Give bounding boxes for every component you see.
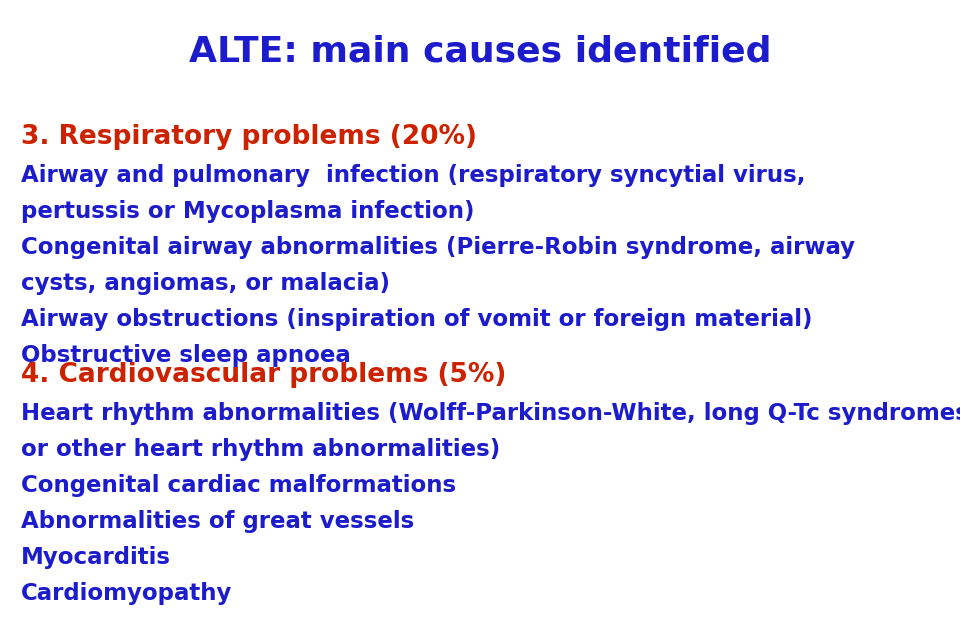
Text: pertussis or Mycoplasma infection): pertussis or Mycoplasma infection) bbox=[21, 200, 474, 223]
Text: Airway obstructions (inspiration of vomit or foreign material): Airway obstructions (inspiration of vomi… bbox=[21, 308, 812, 331]
Text: Cardiomyopathy: Cardiomyopathy bbox=[21, 582, 232, 605]
Text: cysts, angiomas, or malacia): cysts, angiomas, or malacia) bbox=[21, 272, 390, 295]
Text: ALTE: main causes identified: ALTE: main causes identified bbox=[189, 34, 771, 68]
Text: or other heart rhythm abnormalities): or other heart rhythm abnormalities) bbox=[21, 438, 500, 461]
Text: Congenital airway abnormalities (Pierre-Robin syndrome, airway: Congenital airway abnormalities (Pierre-… bbox=[21, 236, 855, 259]
Text: Abnormalities of great vessels: Abnormalities of great vessels bbox=[21, 510, 415, 533]
Text: Obstructive sleep apnoea: Obstructive sleep apnoea bbox=[21, 344, 350, 366]
Text: Congenital cardiac malformations: Congenital cardiac malformations bbox=[21, 474, 456, 497]
Text: 3. Respiratory problems (20%): 3. Respiratory problems (20%) bbox=[21, 124, 477, 150]
Text: Heart rhythm abnormalities (Wolff-Parkinson-White, long Q-Tc syndromes,: Heart rhythm abnormalities (Wolff-Parkin… bbox=[21, 402, 960, 425]
Text: 4. Cardiovascular problems (5%): 4. Cardiovascular problems (5%) bbox=[21, 362, 507, 388]
Text: Airway and pulmonary  infection (respiratory syncytial virus,: Airway and pulmonary infection (respirat… bbox=[21, 164, 805, 187]
Text: Myocarditis: Myocarditis bbox=[21, 546, 171, 569]
